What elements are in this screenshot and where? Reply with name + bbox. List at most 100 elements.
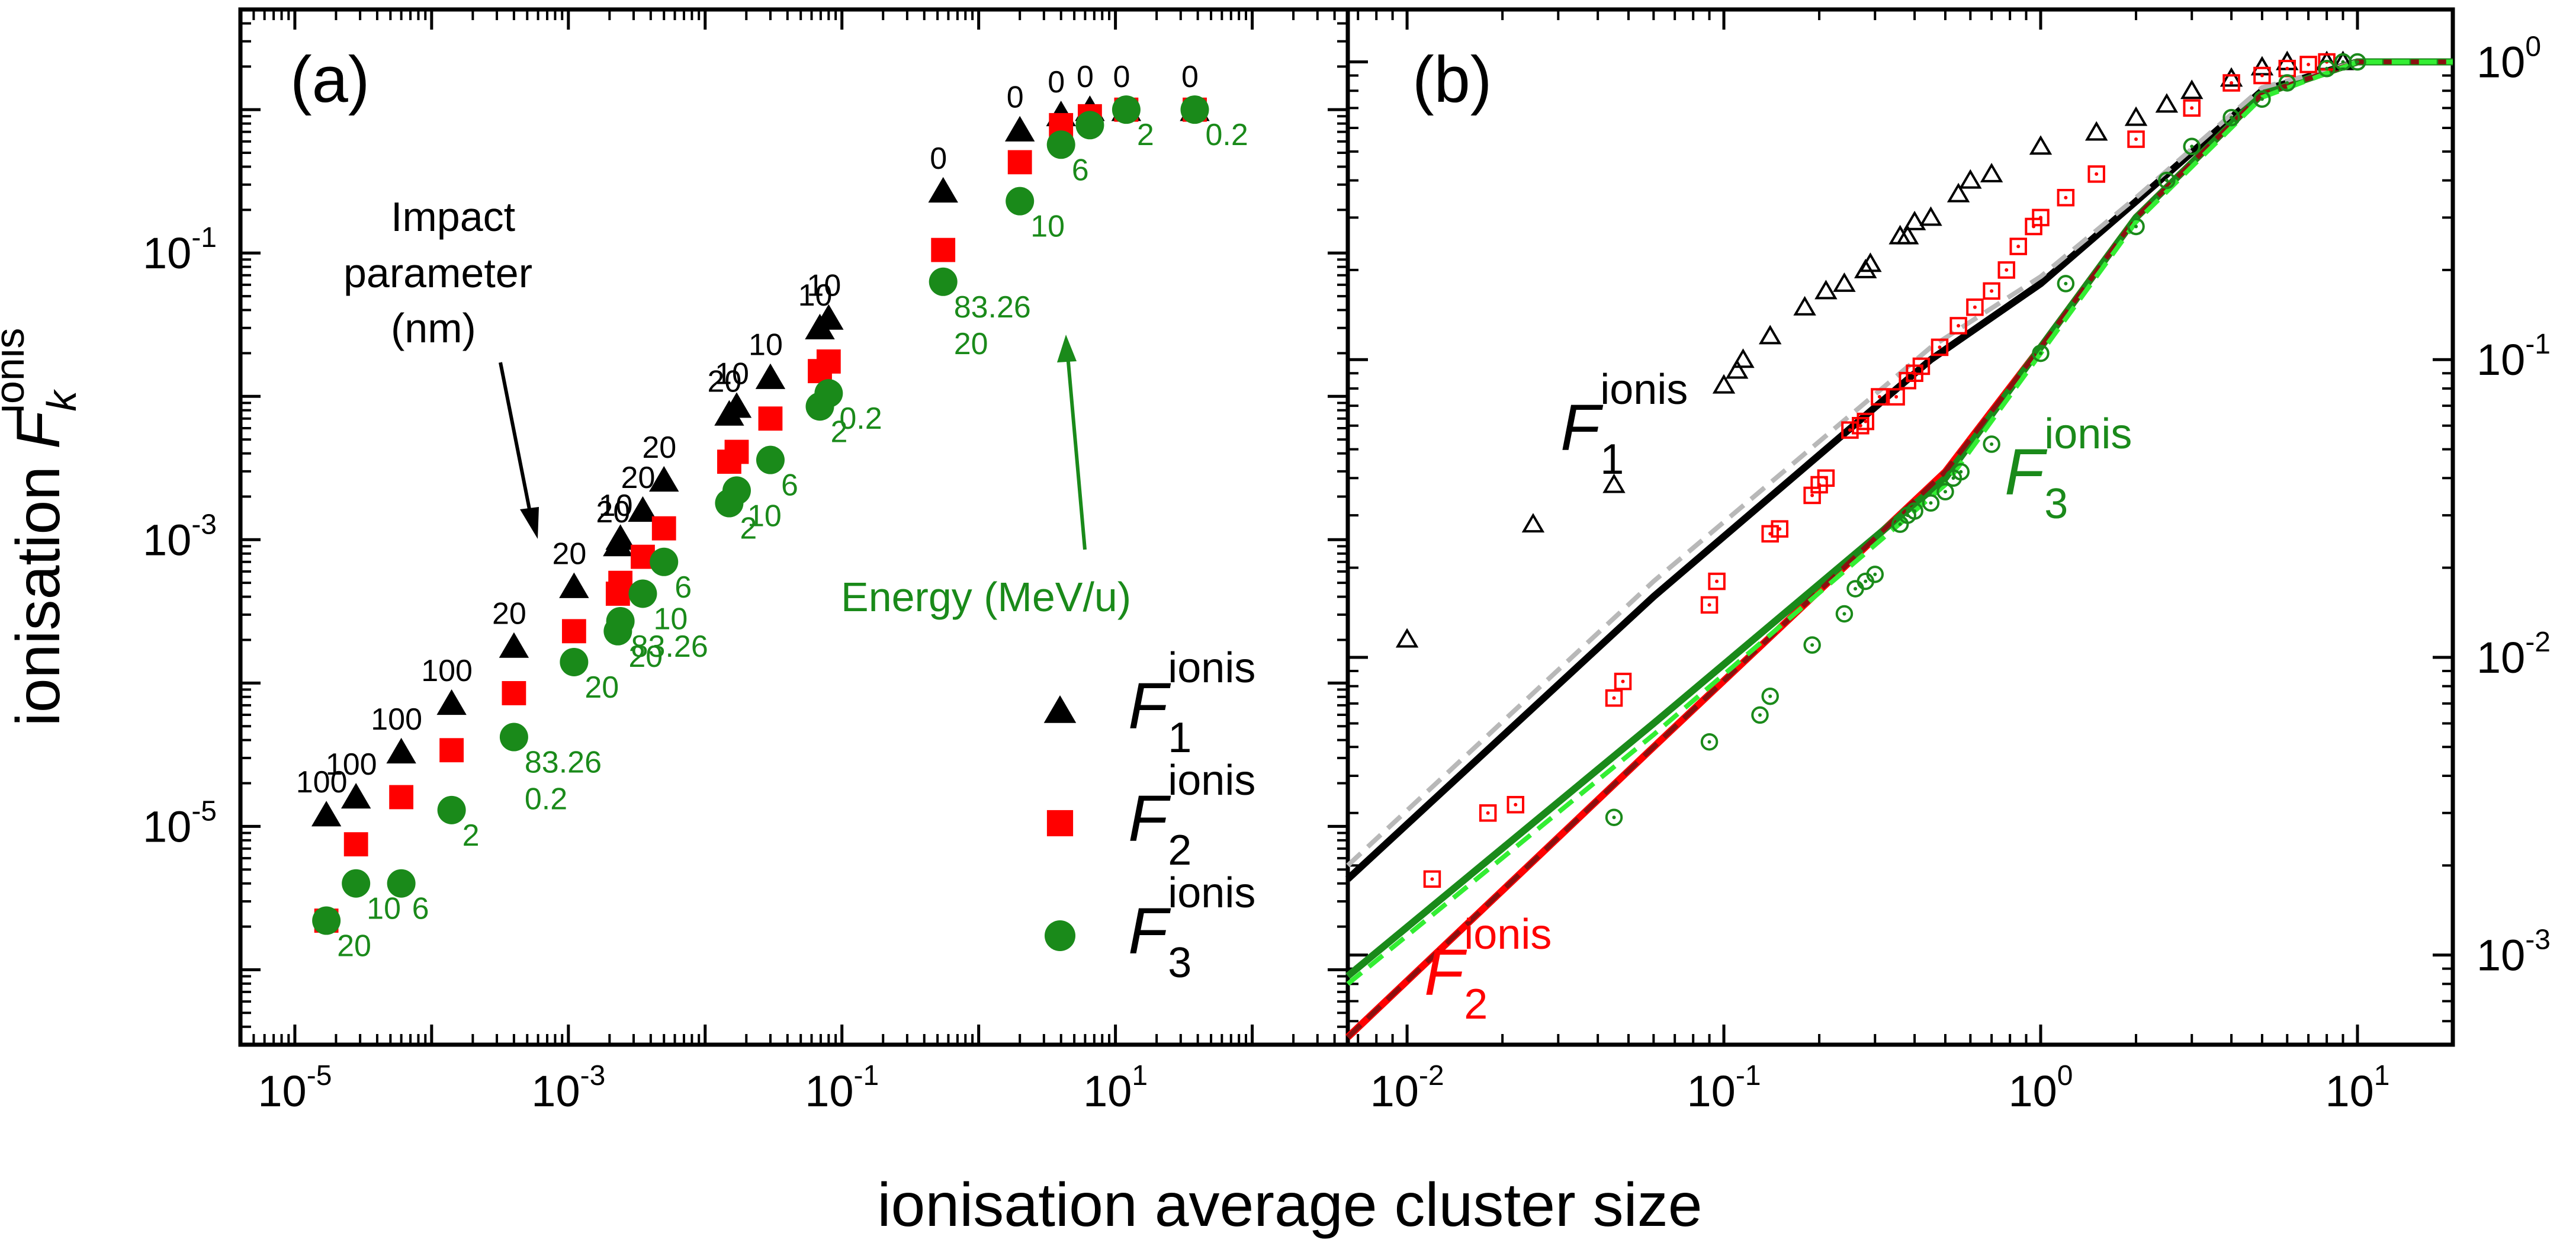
impact-parameter-label: 0: [1077, 60, 1094, 94]
legend-F: F: [1128, 895, 1171, 968]
legend-sup: ionis: [1168, 644, 1255, 692]
panel-b-label: (b): [1412, 43, 1492, 116]
open-point-F1: [1732, 348, 1755, 368]
point-F1: [1004, 115, 1035, 142]
open-point-F3: [1761, 687, 1779, 705]
open-point-F2-dot: [2285, 66, 2289, 70]
point-F1: [559, 572, 589, 598]
x-tick-label-exp: -2: [1419, 1060, 1444, 1091]
open-point-F3: [1922, 494, 1940, 512]
open-point-F2-dot: [1621, 679, 1625, 683]
open-point-F2-dot: [2307, 62, 2311, 66]
impact-parameter-label: 100: [421, 654, 473, 688]
x-tick-label-exp: 1: [2374, 1060, 2390, 1091]
open-point-F2: [2253, 66, 2271, 85]
point-F3: [312, 906, 341, 935]
open-point-F2-dot: [1715, 579, 1719, 583]
impact-parameter-label: 20: [492, 597, 526, 631]
open-point-F3: [1952, 463, 1970, 481]
open-point-F3-dot: [2064, 281, 2068, 285]
open-point-F3-dot: [1898, 522, 1902, 526]
x-tick-label-base: 10: [2325, 1067, 2373, 1116]
open-point-F3-dot: [1913, 509, 1917, 513]
open-point-F3: [1983, 435, 2000, 453]
impact-parameter-label: 0: [1113, 60, 1130, 94]
legend-label-F3: F3 ionis: [1128, 869, 1255, 987]
y-tick-label: 10-3: [143, 509, 217, 564]
open-point-F2-dot: [1858, 423, 1862, 428]
impact-annotation-line2: parameter: [343, 250, 532, 296]
impact-parameter-label: 10: [749, 328, 783, 362]
y-tick-label-exp: -1: [191, 222, 217, 253]
y-tick-label-exp: -1: [2525, 329, 2551, 360]
point-F2: [561, 619, 586, 644]
open-point-F1: [2155, 93, 2179, 113]
point-F3: [650, 547, 679, 576]
legend-F: F: [1128, 670, 1171, 743]
energy-label: 2: [462, 818, 480, 853]
open-point-F1: [1602, 473, 1626, 493]
panel-b-frame: [1345, 7, 2455, 1047]
curve-label-sub: 1: [1600, 436, 1624, 483]
open-point-F2-dot: [2190, 106, 2194, 110]
y-tick-label-base: 10: [143, 515, 191, 564]
energy-label: 10: [367, 892, 401, 926]
legend-F: F: [1128, 782, 1171, 855]
open-point-F2: [2009, 237, 2027, 255]
x-tick-label: 10-1: [805, 1060, 879, 1116]
open-point-F3-dot: [1810, 643, 1814, 647]
energy-label: 6: [1072, 153, 1089, 187]
open-point-F3: [1866, 566, 1884, 583]
open-point-F2: [1771, 520, 1788, 538]
x-tick-label: 10-3: [531, 1060, 605, 1116]
open-point-F3-dot: [1842, 612, 1846, 616]
open-point-F2-dot: [1824, 476, 1828, 480]
impact-parameter-label: 20: [596, 495, 630, 529]
y-tick-label: 10-1: [143, 222, 217, 278]
open-point-F2-dot: [1612, 696, 1616, 700]
open-point-F2-dot: [2134, 137, 2138, 142]
open-point-F2-dot: [2260, 73, 2264, 78]
impact-parameter-label: 10: [599, 489, 633, 523]
curve-label-sub: 3: [2044, 480, 2068, 528]
open-point-F2-dot: [1810, 493, 1814, 497]
open-point-F3-dot: [1612, 815, 1616, 820]
point-F1: [928, 176, 958, 203]
model-line-F2: [1345, 58, 2453, 1040]
open-point-F2-dot: [1957, 323, 1961, 327]
open-point-F3-dot: [2134, 224, 2138, 229]
point-F3: [1046, 130, 1075, 159]
open-point-F3: [1835, 605, 1854, 623]
open-point-F1: [1859, 252, 1882, 272]
y-tick-label-exp: -3: [2525, 924, 2551, 956]
open-point-F1: [2180, 79, 2204, 99]
y-tick-label: 100: [2477, 31, 2541, 87]
point-F1: [341, 782, 371, 809]
open-point-F1: [1793, 296, 1816, 316]
energy-label: 83.26: [631, 630, 708, 664]
y-tick-label-base: 10: [143, 802, 191, 851]
point-F3: [1112, 95, 1141, 124]
open-point-F3-dot: [2285, 81, 2289, 85]
y-axis-title-sup: ionis: [0, 328, 33, 413]
point-F3: [499, 723, 528, 752]
open-point-F2: [2087, 165, 2105, 183]
open-point-F3-dot: [2164, 178, 2169, 182]
impact-arrow-head: [520, 507, 539, 539]
open-point-F1: [2029, 135, 2053, 155]
open-point-F2: [2222, 74, 2240, 92]
point-F3: [929, 267, 958, 296]
point-F3: [387, 869, 416, 898]
open-point-F2-dot: [1514, 802, 1518, 807]
open-point-F3-dot: [2230, 115, 2234, 120]
panel-a-markers: [311, 95, 1210, 935]
y-tick-label-exp: 0: [2525, 31, 2541, 63]
open-point-F3-dot: [1707, 740, 1711, 744]
point-F3: [722, 476, 751, 505]
open-point-F3: [1751, 706, 1769, 724]
point-F3: [437, 795, 466, 824]
panel-b-markers: [1395, 50, 2366, 888]
legend-marker-F3: [1045, 920, 1075, 951]
y-tick-label-base: 10: [2477, 931, 2525, 980]
